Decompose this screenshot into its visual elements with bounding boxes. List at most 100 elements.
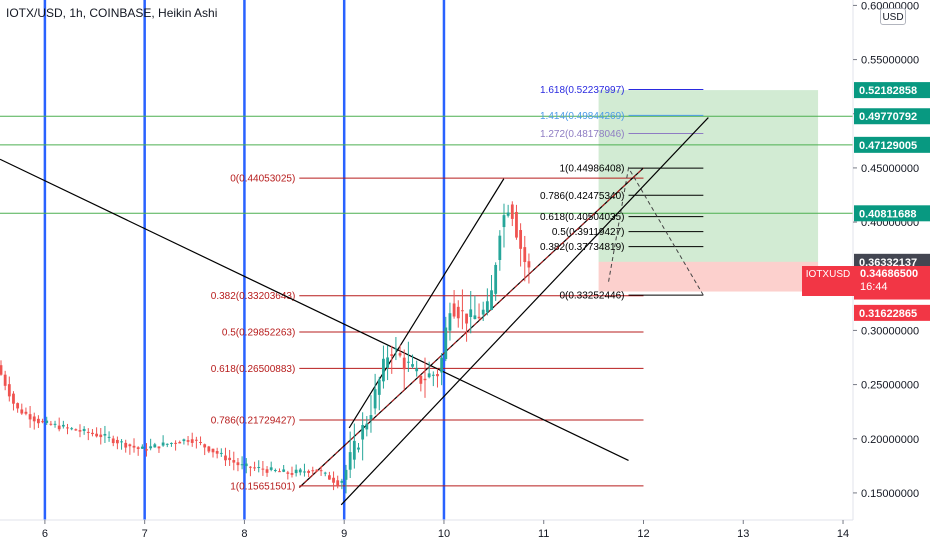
candle-body	[303, 471, 306, 473]
candle-body	[386, 357, 389, 368]
candle-body	[369, 415, 373, 420]
candle-body	[128, 444, 132, 447]
currency-button[interactable]: USD	[880, 8, 906, 25]
price-tag	[854, 205, 930, 222]
candle-body	[24, 411, 28, 414]
candle-body	[307, 470, 311, 473]
candle-body	[365, 423, 369, 430]
candle-body	[319, 470, 323, 472]
candle-body	[444, 327, 448, 360]
price-tick-label: 0.20000000	[861, 434, 919, 446]
candle-body	[519, 230, 523, 249]
last-price-tag: 0.34686500 16:44	[854, 266, 930, 296]
candle-body	[182, 439, 186, 442]
candle-body	[278, 471, 281, 473]
candle-body	[3, 374, 7, 386]
candle-body	[406, 361, 410, 363]
candle-body	[161, 442, 165, 446]
candle-body	[124, 442, 128, 448]
candle-body	[286, 472, 290, 474]
trendline[interactable]	[0, 158, 629, 461]
candle-body	[257, 467, 261, 469]
candle-body	[199, 442, 202, 443]
candle-body	[115, 439, 119, 444]
time-tick-label: 10	[438, 528, 450, 540]
candle-body	[61, 424, 65, 427]
candle-body	[165, 443, 169, 445]
candle-body	[91, 432, 94, 435]
price-tick-label: 0.25000000	[861, 380, 919, 392]
candle-body	[249, 466, 252, 468]
fib-level-label: 0.382(0.33203643)	[211, 291, 296, 302]
trendline[interactable]	[348, 178, 505, 429]
chart-title: IOTX/USD, 1h, COINBASE, Heikin Ashi	[6, 6, 218, 20]
price-tag-label: 0.52182858	[859, 85, 917, 97]
candle-body	[452, 303, 456, 317]
fib-extension-label: 0.5(0.39119427)	[552, 227, 625, 238]
candle-body	[66, 427, 69, 429]
candle-body	[494, 264, 498, 294]
time-axis-bg	[0, 520, 932, 550]
candle-body	[224, 455, 227, 461]
price-tag-label: 0.31622865	[859, 308, 917, 320]
candle-body	[78, 430, 82, 432]
candle-body	[236, 462, 240, 466]
fib-level-label: 0.5(0.29852263)	[222, 328, 295, 339]
candle-body	[510, 204, 514, 219]
candle-body	[103, 433, 107, 436]
candle-body	[140, 446, 144, 449]
fib-extension-label: 0.618(0.40504035)	[540, 212, 625, 223]
fib-extension-label: 1.618(0.52237997)	[540, 85, 625, 96]
fib-extension-label: 1(0.44986408)	[559, 164, 624, 175]
candle-body	[394, 348, 398, 350]
candle-body	[49, 423, 53, 425]
candle-body	[311, 470, 315, 472]
time-tick-label: 13	[737, 528, 749, 540]
candle-body	[490, 290, 493, 311]
price-tag	[854, 304, 930, 321]
last-price-value: 0.34686500	[860, 268, 919, 280]
candle-body	[70, 428, 74, 430]
candle-body	[456, 306, 460, 319]
candle-body	[253, 467, 256, 469]
candle-body	[344, 469, 348, 480]
candle-body	[120, 441, 123, 443]
candle-body	[382, 358, 385, 382]
candle-body	[20, 409, 24, 414]
candle-body	[332, 477, 335, 483]
price-tick-label: 0.55000000	[861, 55, 919, 67]
candle-body	[7, 384, 11, 397]
candle-body	[190, 439, 194, 443]
candle-body	[294, 469, 298, 474]
time-tick-label: 14	[837, 528, 849, 540]
candle-body	[215, 451, 219, 454]
candle-body	[411, 364, 414, 367]
bar-countdown: 16:44	[860, 281, 888, 293]
candle-body	[361, 425, 365, 440]
candle-body	[41, 421, 44, 423]
price-tag-label: 0.36332137	[859, 257, 917, 269]
candle-body	[178, 441, 182, 444]
price-tag-label: 0.47129005	[859, 140, 917, 152]
time-tick-label: 8	[241, 528, 247, 540]
price-tag	[854, 108, 930, 125]
candle-body	[132, 445, 136, 448]
trendline[interactable]	[340, 117, 709, 506]
candle-body	[174, 442, 177, 444]
fib-extension-label: 0.786(0.42475340)	[540, 191, 625, 202]
candle-body	[481, 309, 485, 315]
fib-extension-label: 0.382(0.37734819)	[540, 242, 625, 253]
candle-body	[228, 457, 232, 461]
candle-body	[107, 436, 111, 438]
fib-trend-dashed	[298, 167, 644, 488]
candle-body	[436, 374, 439, 377]
candle-body	[28, 414, 32, 420]
candle-body	[348, 452, 352, 470]
candle-body	[240, 464, 244, 466]
candle-body	[282, 469, 286, 472]
stop-zone	[598, 261, 819, 292]
candle-body	[149, 446, 153, 449]
price-tick-label: 0.15000000	[861, 488, 919, 500]
